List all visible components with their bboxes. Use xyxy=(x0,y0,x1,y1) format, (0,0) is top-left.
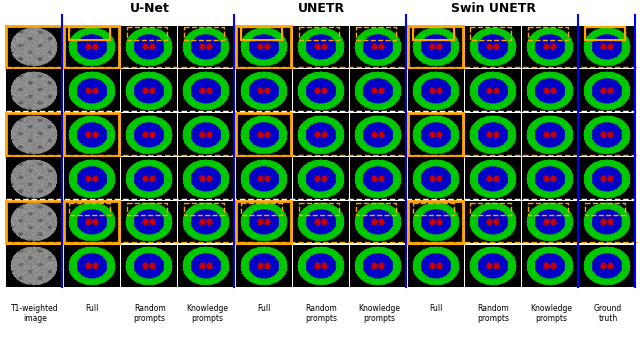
Bar xyxy=(470,203,511,215)
Bar xyxy=(184,27,224,40)
Bar xyxy=(470,27,511,40)
Bar xyxy=(528,27,568,40)
Bar xyxy=(298,27,339,40)
Text: Ground
truth: Ground truth xyxy=(594,304,622,323)
Bar xyxy=(585,27,625,40)
Text: Full: Full xyxy=(258,304,271,313)
Bar xyxy=(413,203,454,215)
Bar xyxy=(585,203,625,215)
Bar xyxy=(528,203,568,215)
Bar xyxy=(241,27,282,40)
Bar xyxy=(356,27,396,40)
Bar xyxy=(241,27,282,40)
Text: Knowledge
prompts: Knowledge prompts xyxy=(530,304,572,323)
Bar xyxy=(69,27,109,40)
Text: Knowledge
prompts: Knowledge prompts xyxy=(358,304,400,323)
Bar xyxy=(413,27,454,40)
Text: Random
prompts: Random prompts xyxy=(306,304,338,323)
Text: Full: Full xyxy=(429,304,443,313)
Bar xyxy=(127,27,167,40)
Text: Full: Full xyxy=(86,304,99,313)
Bar xyxy=(127,203,167,215)
Bar xyxy=(585,27,625,40)
Text: Random
prompts: Random prompts xyxy=(134,304,166,323)
Text: UNETR: UNETR xyxy=(298,2,345,15)
Text: Knowledge
prompts: Knowledge prompts xyxy=(186,304,228,323)
Bar xyxy=(184,203,224,215)
Bar xyxy=(298,203,339,215)
Bar xyxy=(356,203,396,215)
Bar xyxy=(413,27,454,40)
Text: Random
prompts: Random prompts xyxy=(477,304,509,323)
Text: Swin UNETR: Swin UNETR xyxy=(451,2,536,15)
Bar xyxy=(69,203,109,215)
Bar xyxy=(241,203,282,215)
Text: U-Net: U-Net xyxy=(130,2,170,15)
Text: T1-weighted
image: T1-weighted image xyxy=(12,304,59,323)
Bar xyxy=(69,27,109,40)
